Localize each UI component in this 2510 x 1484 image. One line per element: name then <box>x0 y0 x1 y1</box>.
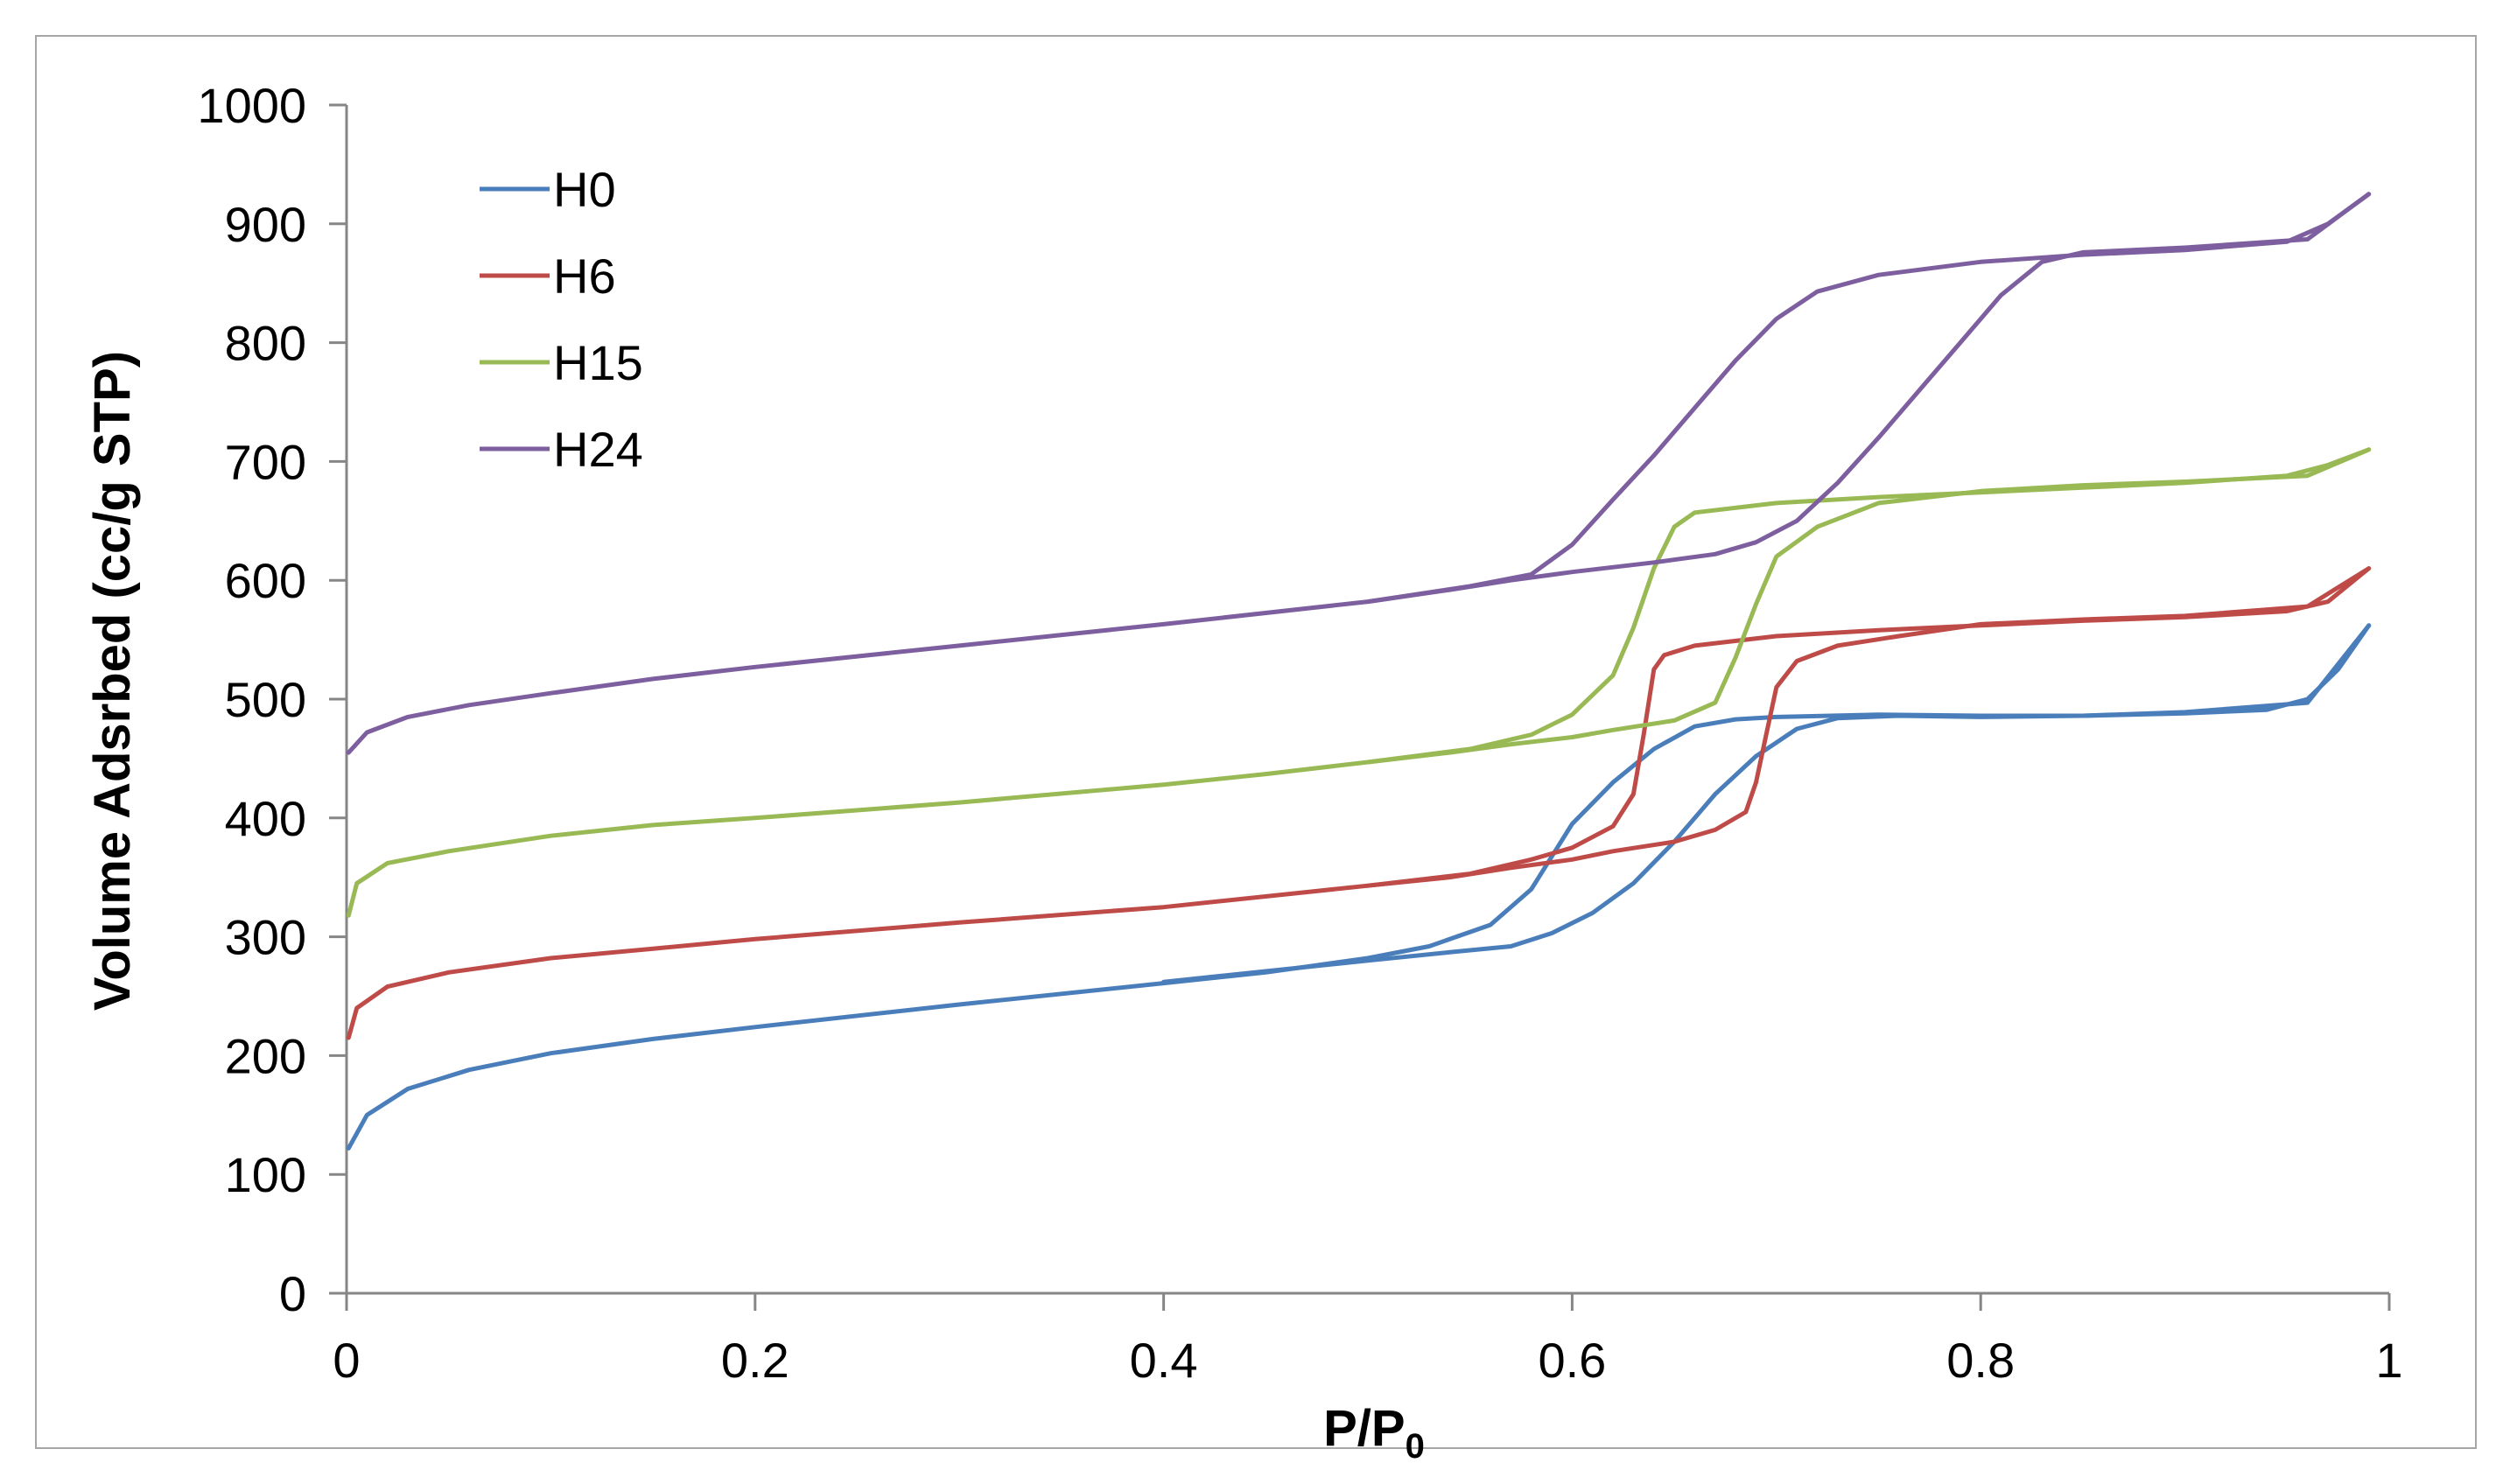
series-h0-desorption-line <box>1161 623 2372 984</box>
x-tick-label: 0 <box>333 1333 360 1388</box>
x-axis-title-main: P/P <box>1323 1400 1406 1457</box>
y-tick-label: 0 <box>279 1266 306 1321</box>
series-h6-desorption-line <box>1365 566 2372 888</box>
y-tick-label: 1000 <box>197 78 306 133</box>
y-tick-label: 300 <box>225 910 306 965</box>
x-tick-label: 0.6 <box>1538 1333 1606 1388</box>
x-tick-label: 0.4 <box>1130 1333 1198 1388</box>
legend: H0 H6 H15 H24 <box>480 162 643 477</box>
series-h24-adsorption-line <box>346 192 2372 755</box>
y-tick-label: 800 <box>225 316 306 371</box>
legend-label-h6: H6 <box>553 248 616 304</box>
legend-label-h0: H0 <box>553 162 616 217</box>
y-tick-label: 500 <box>225 672 306 727</box>
series-layer <box>346 192 2372 1151</box>
y-tick-label: 900 <box>225 197 306 252</box>
y-tick-label: 200 <box>225 1028 306 1083</box>
y-tick-label: 400 <box>225 791 306 846</box>
y-tick-label: 100 <box>225 1147 306 1202</box>
x-axis-title: P/P0 <box>1323 1400 1425 1466</box>
axes: 0 100 200 300 400 500 600 700 800 900 1000 0 0.2 0.4 0… <box>197 78 2402 1388</box>
x-tick-label: 0.2 <box>721 1333 789 1388</box>
y-tick-label: 600 <box>225 553 306 608</box>
series-h24-desorption-line <box>1365 192 2372 605</box>
series-h6-adsorption-line <box>346 566 2372 1040</box>
legend-label-h24: H24 <box>553 422 643 477</box>
series-h15-adsorption-line <box>346 447 2372 918</box>
legend-label-h15: H15 <box>553 335 643 390</box>
x-tick-label: 0.8 <box>1946 1333 2015 1388</box>
x-tick-label: 1 <box>2375 1333 2402 1388</box>
x-axis-title-subscript: 0 <box>1406 1427 1425 1466</box>
y-axis-title: Volume Adsrbed (cc/g STP) <box>84 351 141 1011</box>
y-tick-label: 700 <box>225 434 306 489</box>
series-h15-desorption-line <box>1365 447 2372 765</box>
chart-frame <box>35 35 2477 1449</box>
